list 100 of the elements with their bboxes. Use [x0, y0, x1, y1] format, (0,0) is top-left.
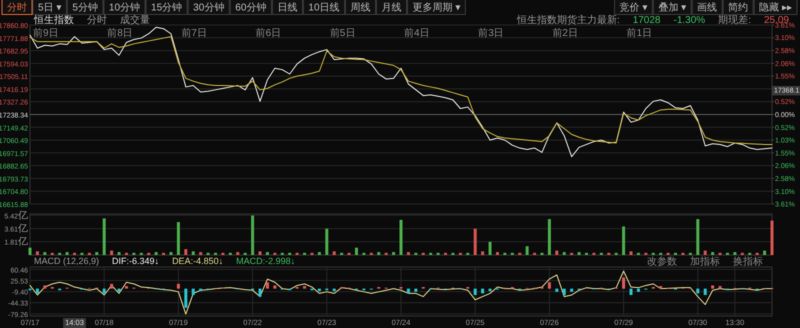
bar	[124, 286, 128, 289]
bar	[770, 220, 774, 255]
bar	[303, 286, 306, 289]
bar	[548, 282, 551, 289]
annotation: -1.30%	[674, 15, 706, 26]
bar	[555, 250, 558, 255]
line-series	[30, 26, 772, 158]
bar	[169, 252, 172, 255]
annotation: 前3日	[478, 27, 504, 39]
bar	[28, 248, 32, 255]
annotation: 前9日	[33, 27, 59, 39]
annotation: 前2日	[552, 27, 578, 39]
bar	[562, 252, 566, 255]
bar	[733, 252, 736, 255]
text: 周线	[350, 2, 371, 14]
text: 月线	[382, 2, 402, 14]
text: 30分钟	[193, 2, 224, 14]
bar	[763, 250, 766, 255]
bar	[43, 285, 46, 289]
bar	[718, 286, 722, 289]
bar	[578, 252, 581, 255]
bar	[154, 252, 158, 255]
bar	[110, 250, 114, 255]
bar	[704, 288, 707, 295]
bar	[481, 288, 484, 294]
bar	[66, 252, 69, 255]
text: 5分钟	[72, 2, 98, 14]
bar	[251, 215, 254, 255]
bar	[199, 252, 202, 255]
bar	[36, 251, 39, 255]
bar	[43, 252, 46, 255]
annotation: 期现差:	[718, 14, 751, 26]
bar	[630, 288, 633, 295]
text: 10分钟	[108, 2, 140, 14]
annotation: 成交量	[120, 14, 150, 26]
text: 60分钟	[235, 2, 266, 14]
bar	[526, 246, 529, 255]
bar	[414, 288, 418, 292]
text: 隐藏 ▸▸	[759, 2, 792, 14]
bar	[266, 282, 269, 289]
bar	[570, 288, 574, 292]
bar	[258, 251, 262, 255]
bar	[318, 252, 321, 255]
bar	[273, 285, 276, 289]
bar	[102, 288, 106, 294]
text: 简约	[728, 2, 748, 14]
text: 更多周期 ▾	[412, 2, 460, 14]
bar	[630, 251, 633, 255]
text: 分时	[7, 2, 27, 14]
annotation: 恒生指数期货主力最新:	[516, 14, 620, 26]
bar	[184, 249, 188, 255]
bar	[659, 286, 662, 289]
annotation: 恒生指数	[33, 14, 74, 26]
bar	[176, 222, 180, 255]
bar	[636, 288, 640, 292]
annotation: 前8日	[107, 27, 133, 39]
bar	[332, 288, 336, 292]
text: DIF:-6.349↓	[112, 256, 160, 266]
text: 竞价 ▾	[620, 2, 648, 14]
line-series	[30, 36, 772, 145]
text: MACD (12,26,9)	[34, 256, 100, 266]
bar	[192, 251, 195, 255]
bar	[118, 288, 121, 292]
text: DEA:-4.850↓	[172, 256, 224, 266]
annotation: 前4日	[404, 27, 430, 39]
annotation: 分时	[87, 14, 107, 26]
annotation: 前1日	[626, 27, 652, 39]
bar	[474, 228, 477, 255]
bar	[184, 288, 188, 308]
bar	[481, 251, 484, 255]
bar	[95, 252, 98, 255]
bar	[332, 251, 336, 255]
bar	[236, 252, 240, 255]
bar	[562, 288, 566, 295]
text: 10日线	[308, 2, 340, 14]
bar	[325, 228, 328, 255]
bar	[696, 288, 700, 294]
bar	[36, 288, 39, 294]
bar	[102, 218, 106, 255]
text: 画线	[697, 2, 718, 14]
bar	[496, 252, 499, 255]
bar	[704, 250, 707, 255]
bar	[118, 252, 121, 255]
bar	[400, 220, 402, 255]
annotation: 前5日	[330, 27, 356, 39]
line-series	[30, 270, 772, 315]
bar	[354, 248, 358, 255]
annotation: 前7日	[181, 27, 207, 39]
bar	[488, 288, 492, 292]
annotation: 加指标	[690, 256, 720, 268]
bar	[110, 284, 114, 289]
bar	[258, 288, 262, 297]
annotation: 17028	[632, 15, 661, 26]
text: MACD:-2.998↓	[236, 256, 296, 266]
annotation: 前6日	[256, 27, 282, 39]
bar	[192, 288, 195, 295]
bar	[696, 219, 700, 255]
text: 日线	[277, 2, 298, 14]
bar	[406, 252, 410, 255]
bar	[377, 252, 380, 255]
